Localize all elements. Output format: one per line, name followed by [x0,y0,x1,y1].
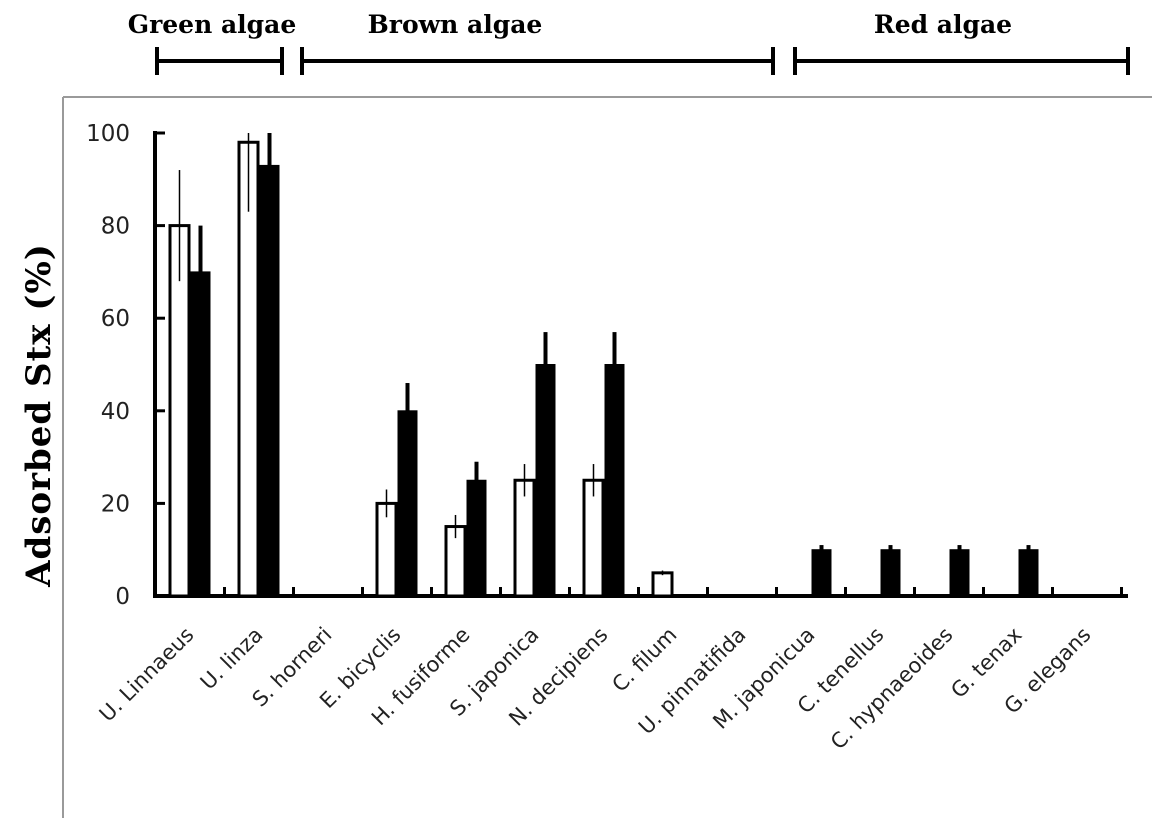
y-axis-label: Adsorbed Stx (%) [19,243,59,588]
open-bar-7 [651,571,674,598]
axes [153,131,1128,598]
filled-bar-4 [466,479,487,597]
x-tick-label: C. hypnaeoides [826,623,958,755]
x-tick-label: U. Linnaeus [95,623,199,727]
open-bar-5 [513,478,536,598]
filled-bar-3 [397,410,418,597]
group-label: Brown algae [368,10,543,39]
filled-bar-6 [604,364,625,597]
bars [168,133,1039,598]
filled-bar-12 [1018,549,1039,597]
filled-bar-1 [259,164,280,597]
group-label: Red algae [874,10,1012,39]
filled-bar-9 [811,549,832,597]
y-tick-label: 80 [101,214,130,240]
x-tick-label: U. linza [196,623,268,695]
y-tick-label: 0 [115,584,130,610]
filled-bar-5 [535,364,556,597]
y-tick-label: 100 [86,121,130,147]
y-tick-label: 40 [101,399,130,425]
group-label: Green algae [128,10,297,39]
y-tick-label: 20 [101,491,130,517]
y-tick-label: 60 [101,306,130,332]
open-bar-6 [582,478,605,598]
group-brackets: Green algae Brown algae Red algae [128,10,1130,75]
filled-bar-0 [190,271,211,597]
filled-bar-11 [949,549,970,597]
filled-bar-10 [880,549,901,597]
